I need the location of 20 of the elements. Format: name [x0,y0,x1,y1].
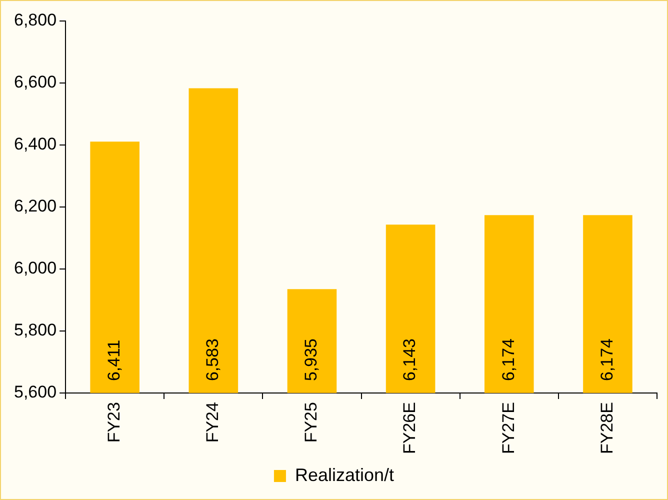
x-tick-label: FY24 [203,402,222,443]
x-tick-label: FY28E [597,402,616,454]
data-label: 6,143 [400,338,420,382]
y-tick-label: 5,800 [14,320,57,340]
y-tick-label: 6,200 [14,196,57,216]
data-label: 6,174 [597,338,616,382]
x-tick-label: FY23 [104,402,124,443]
y-tick-label: 5,600 [14,382,57,402]
data-label: 6,583 [203,338,222,382]
y-tick-label: 6,000 [14,258,57,278]
legend-label: Realization/t [294,464,394,485]
y-tick-label: 6,800 [14,10,57,30]
data-label: 5,935 [302,338,321,382]
x-tick-label: FY27E [498,402,518,454]
data-label: 6,411 [104,340,124,382]
y-tick-label: 6,600 [14,72,57,92]
x-tick-label: FY26E [400,402,420,454]
x-tick-label: FY25 [302,402,321,443]
y-tick-label: 6,400 [14,134,57,154]
data-label: 6,174 [498,338,518,382]
